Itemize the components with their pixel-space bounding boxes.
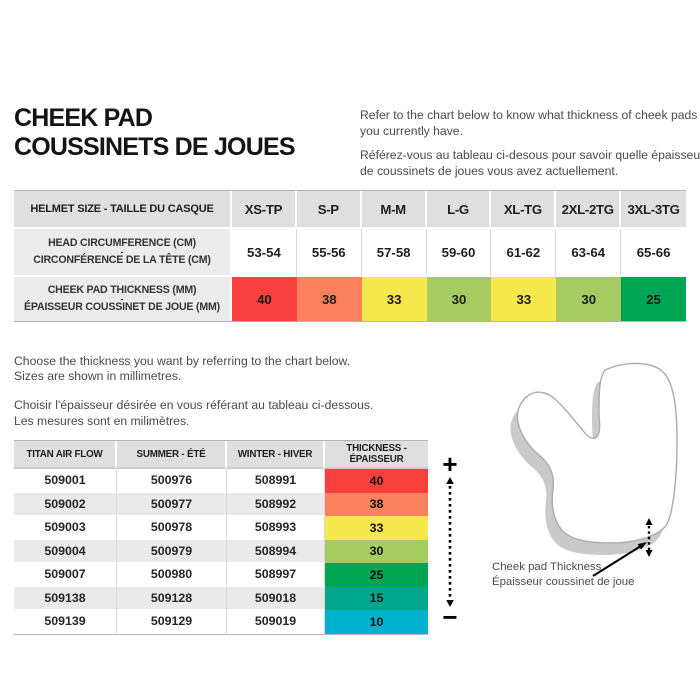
thickness-cell: 30 xyxy=(325,539,428,563)
thickness-label-fr: ÉPAISSEUR COUSSINET DE JOUE (MM) xyxy=(24,301,220,313)
table-cell: 509018 xyxy=(227,586,325,610)
size-col-header: XL-TG xyxy=(491,191,557,229)
table-cell: 508997 xyxy=(227,563,325,587)
thickness-value-cell: 40 xyxy=(232,277,297,321)
label-pointer-arrow-icon xyxy=(592,542,647,577)
choose-line-fr-2: Les mesures sont en milimètres. xyxy=(14,413,190,428)
label-separator-dash: - xyxy=(120,247,124,257)
thickness-scale: + − xyxy=(436,449,464,632)
page-title-en: CHEEK PAD xyxy=(14,104,153,132)
thickness-cell: 40 xyxy=(325,469,428,493)
thickness-range-arrow-icon xyxy=(446,477,454,607)
thickness-cell: 33 xyxy=(325,516,428,540)
thickness-value-cell: 30 xyxy=(556,277,622,321)
table-cell: 509139 xyxy=(14,610,117,634)
thickness-value-cell: 33 xyxy=(361,277,427,321)
table-cell: 500977 xyxy=(117,492,227,516)
circumference-value: 57-58 xyxy=(361,229,427,277)
part-number-table: TITAN AIR FLOW SUMMER - ÉTÉ WINTER - HIV… xyxy=(14,440,428,635)
increase-plus-icon: + xyxy=(442,449,458,479)
choose-line-en-1: Choose the thickness you want by referri… xyxy=(14,354,351,368)
table-cell: 500979 xyxy=(117,539,227,563)
circumference-value: 63-64 xyxy=(556,229,622,277)
table-cell: 508993 xyxy=(227,516,325,540)
decrease-minus-icon: − xyxy=(442,602,458,632)
table-cell: 500978 xyxy=(117,516,227,540)
table-cell: 508994 xyxy=(227,539,325,563)
thickness-row-label: CHEEK PAD THICKNESS (MM) - ÉPAISSEUR COU… xyxy=(14,277,232,321)
thickness-cell: 10 xyxy=(325,610,428,634)
thickness-cell: 15 xyxy=(325,586,428,610)
part-table-header-winter: WINTER - HIVER xyxy=(227,441,325,469)
circumference-label-en: HEAD CIRCUMFERENCE (CM) xyxy=(48,237,196,249)
thickness-value-cell: 33 xyxy=(491,277,557,321)
diagram-label-en: Cheek pad Thickness xyxy=(492,561,602,573)
pad-top-face-shape xyxy=(516,362,678,544)
table-cell: 509003 xyxy=(14,516,117,540)
page-title: CHEEK PAD COUSSINETS DE JOUES xyxy=(14,104,296,162)
circumference-value: 65-66 xyxy=(621,229,686,277)
thickness-label-en: CHEEK PAD THICKNESS (MM) xyxy=(47,284,197,296)
cheek-pad-diagram xyxy=(510,362,678,577)
circumference-value: 53-54 xyxy=(232,229,297,277)
circumference-row-label: HEAD CIRCUMFERENCE (CM) - CIRCONFÉRENCE … xyxy=(14,229,232,277)
thickness-indicator-arrow xyxy=(645,518,653,557)
size-col-header: 3XL-3TG xyxy=(621,191,686,229)
table-cell: 509007 xyxy=(14,563,117,587)
part-table-header-titan: TITAN AIR FLOW xyxy=(14,441,117,469)
table-cell: 509129 xyxy=(117,610,227,634)
thickness-cell: 38 xyxy=(325,492,428,516)
circumference-value: 61-62 xyxy=(491,229,557,277)
table-cell: 509002 xyxy=(14,492,117,516)
choose-line-fr-1: Choisir l'épaisseur désirée en vous réfé… xyxy=(14,398,374,413)
table-cell: 509138 xyxy=(14,586,117,610)
intro-text: Refer to the chart below to know what th… xyxy=(360,108,700,188)
size-col-header: M-M xyxy=(361,191,427,229)
choose-text: Choose the thickness you want by referri… xyxy=(14,354,373,429)
table-cell: 508991 xyxy=(227,469,325,493)
size-col-header: 2XL-2TG xyxy=(556,191,622,229)
thickness-value-cell: 38 xyxy=(296,277,362,321)
part-table-header-summer: SUMMER - ÉTÉ xyxy=(117,441,227,469)
circumference-value: 59-60 xyxy=(426,229,492,277)
thickness-cell: 25 xyxy=(325,563,428,587)
table-cell: 509001 xyxy=(14,469,117,493)
intro-paragraph-en: Refer to the chart below to know what th… xyxy=(360,108,698,138)
circumference-label-fr: CIRCONFÉRENCE DE LA TÊTE (CM) xyxy=(33,254,211,266)
thickness-value-cell: 25 xyxy=(621,277,686,321)
circumference-value: 55-56 xyxy=(296,229,362,277)
helmet-size-table: HELMET SIZE - TAILLE DU CASQUE XS-TP S-P… xyxy=(14,190,686,322)
table-cell: 500976 xyxy=(117,469,227,493)
thickness-value-cell: 30 xyxy=(426,277,492,321)
intro-paragraph-fr: Référez-vous au tableau ci-desous pour s… xyxy=(360,148,700,178)
table-cell: 509019 xyxy=(227,610,325,634)
table-cell: 509128 xyxy=(117,586,227,610)
size-col-header: L-G xyxy=(426,191,492,229)
table-cell: 509004 xyxy=(14,539,117,563)
label-separator-dash: - xyxy=(120,294,124,304)
part-table-header-thickness: THICKNESS - ÉPAISSEUR xyxy=(325,441,428,469)
table-cell: 508992 xyxy=(227,492,325,516)
table-cell: 500980 xyxy=(117,563,227,587)
page-title-fr: COUSSINETS DE JOUES xyxy=(14,133,296,161)
diagram-label-fr: Épaisseur coussinet de joue xyxy=(492,575,635,588)
size-table-header-label: HELMET SIZE - TAILLE DU CASQUE xyxy=(14,191,232,229)
size-col-header: XS-TP xyxy=(232,191,297,229)
choose-line-en-2: Sizes are shown in millimetres. xyxy=(14,369,182,384)
diagram-label: Cheek pad Thickness Épaisseur coussinet … xyxy=(492,560,634,589)
size-col-header: S-P xyxy=(296,191,362,229)
